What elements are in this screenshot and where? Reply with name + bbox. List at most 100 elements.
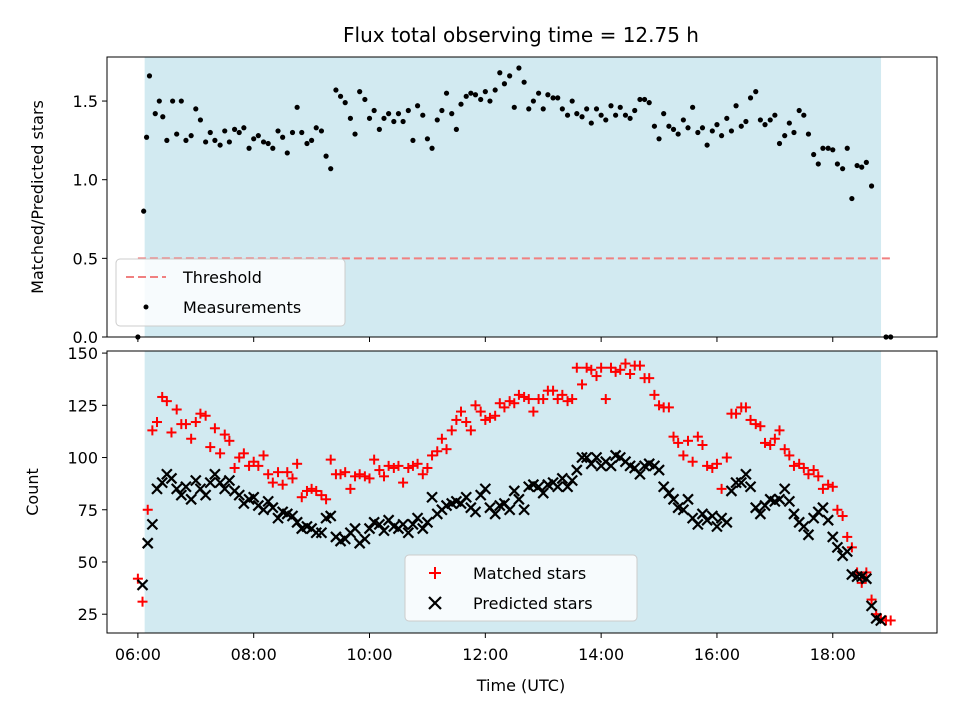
y-tick-label: 75 bbox=[78, 501, 98, 520]
matched-stars-point bbox=[340, 467, 351, 478]
predicted-stars-point bbox=[551, 480, 564, 493]
measurement-point bbox=[405, 107, 411, 114]
matched-stars-point bbox=[263, 469, 274, 480]
threshold-legend-label: Threshold bbox=[182, 268, 262, 287]
predicted-stars-point bbox=[798, 520, 810, 533]
predicted-legend-swatch bbox=[428, 596, 442, 610]
x-tick-label: 08:00 bbox=[231, 645, 277, 664]
predicted-stars-point bbox=[233, 489, 245, 501]
predicted-stars-point bbox=[141, 537, 154, 549]
measurement-point bbox=[294, 104, 300, 110]
measurement-point bbox=[724, 115, 730, 121]
matched-stars-point bbox=[625, 368, 636, 379]
measurement-point bbox=[646, 100, 652, 106]
predicted-stars-point bbox=[489, 508, 501, 520]
matched-stars-point bbox=[195, 408, 206, 419]
matched-stars-point bbox=[180, 419, 191, 430]
measurement-point bbox=[709, 128, 715, 134]
predicted-stars-point bbox=[571, 464, 583, 476]
matched-stars-point bbox=[548, 385, 559, 396]
predicted-stars-point bbox=[146, 518, 159, 531]
measurement-point bbox=[695, 129, 701, 136]
matched-stars-point bbox=[827, 481, 838, 492]
matched-stars-point bbox=[673, 437, 684, 448]
measurement-point bbox=[400, 118, 406, 125]
predicted-stars-point bbox=[740, 468, 752, 481]
measurement-point bbox=[834, 161, 841, 167]
matched-stars-point bbox=[634, 360, 645, 371]
measurement-point bbox=[776, 140, 783, 147]
matched-stars-point bbox=[779, 444, 790, 455]
predicted-stars-point bbox=[537, 487, 550, 499]
predicted-stars-point bbox=[378, 524, 390, 537]
matched-stars-point bbox=[132, 573, 143, 584]
matched-stars-point bbox=[277, 479, 288, 490]
matched-stars-point bbox=[788, 460, 799, 471]
predicted-stars-point bbox=[653, 464, 665, 476]
predicted-stars-point bbox=[822, 514, 834, 526]
measurement-point bbox=[434, 117, 440, 123]
count-legend: Matched stars Predicted stars bbox=[404, 554, 638, 622]
matched-stars-point bbox=[345, 483, 356, 494]
matched-stars-point bbox=[649, 389, 660, 400]
predicted-stars-point bbox=[783, 495, 796, 508]
predicted-stars-point bbox=[590, 451, 603, 464]
measurement-point bbox=[574, 111, 580, 117]
predicted-stars-point bbox=[426, 491, 438, 504]
measurement-point bbox=[203, 139, 209, 145]
predicted-stars-point bbox=[503, 503, 516, 516]
matched-stars-point bbox=[475, 406, 486, 417]
predicted-stars-point bbox=[214, 476, 226, 489]
predicted-stars-point bbox=[479, 483, 492, 495]
matched-stars-point bbox=[760, 437, 771, 448]
count-x-axis: 06:00 08:00 10:00 12:00 14:00 16:00 18:00 bbox=[115, 633, 856, 664]
matched-stars-point bbox=[591, 371, 602, 382]
matched-stars-point bbox=[750, 419, 761, 430]
measurement-point bbox=[376, 126, 382, 132]
x-tick-label: 14:00 bbox=[578, 645, 624, 664]
matched-stars-point bbox=[740, 402, 751, 413]
measurement-point bbox=[391, 118, 397, 125]
matched-stars-point bbox=[702, 460, 713, 471]
matched-stars-point bbox=[427, 450, 438, 461]
measurement-point bbox=[472, 92, 479, 98]
predicted-stars-point bbox=[817, 501, 829, 514]
measurement-point bbox=[207, 129, 213, 136]
matched-stars-point bbox=[823, 479, 834, 490]
predicted-stars-point bbox=[682, 493, 694, 506]
measurement-point bbox=[174, 131, 180, 137]
matched-stars-point bbox=[219, 429, 230, 440]
matched-stars-point bbox=[528, 406, 539, 417]
matched-stars-point bbox=[258, 450, 269, 461]
measurement-point bbox=[704, 142, 710, 148]
matched-stars-point bbox=[837, 511, 848, 522]
predicted-stars-point bbox=[421, 516, 434, 529]
measurement-point bbox=[579, 114, 585, 120]
measurement-point bbox=[197, 117, 204, 123]
count-axes-frame bbox=[106, 350, 938, 634]
measurement-point bbox=[593, 106, 600, 112]
measurement-point bbox=[313, 125, 319, 131]
matched-stars-point bbox=[567, 394, 578, 405]
measurement-point bbox=[622, 112, 629, 118]
matched-stars-point bbox=[692, 431, 703, 442]
matched-stars-point bbox=[600, 394, 611, 405]
measurement-point bbox=[868, 183, 875, 189]
measurement-point bbox=[381, 115, 387, 121]
predicted-stars-point bbox=[247, 491, 260, 504]
matched-stars-point bbox=[774, 425, 785, 436]
matched-stars-point bbox=[273, 467, 284, 478]
predicted-stars-point bbox=[566, 474, 578, 487]
measurement-point bbox=[482, 89, 488, 95]
predicted-stars-point bbox=[397, 518, 409, 531]
measurement-point bbox=[323, 153, 329, 159]
matched-stars-point bbox=[509, 398, 520, 409]
measurement-point bbox=[796, 107, 802, 114]
ratio-legend: Threshold Measurements bbox=[115, 258, 346, 327]
measurement-point bbox=[738, 123, 744, 129]
y-tick-label: 50 bbox=[78, 553, 98, 572]
matched-stars-point bbox=[456, 406, 467, 417]
predicted-stars-point bbox=[267, 501, 279, 514]
matched-stars-point bbox=[359, 471, 370, 482]
